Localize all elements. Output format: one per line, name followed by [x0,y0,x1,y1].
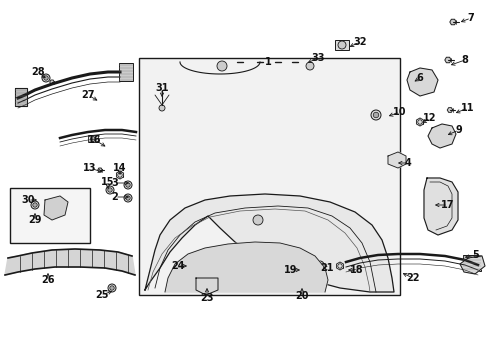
Bar [334,40,348,50]
Circle shape [107,188,112,192]
Circle shape [110,286,114,290]
Text: 3: 3 [111,178,118,188]
Circle shape [108,284,116,292]
Polygon shape [449,19,455,25]
Polygon shape [444,57,450,63]
Text: 31: 31 [155,83,168,93]
Circle shape [252,215,263,225]
Polygon shape [44,196,68,220]
Text: 32: 32 [352,37,366,47]
Circle shape [31,201,39,209]
Circle shape [337,41,346,49]
Circle shape [185,263,190,267]
Circle shape [33,203,37,207]
Text: 2: 2 [111,192,118,202]
Bar [139,58,399,295]
Text: 9: 9 [455,125,462,135]
Circle shape [159,105,164,111]
Polygon shape [406,68,437,96]
Circle shape [124,194,132,202]
Text: 17: 17 [440,200,454,210]
Polygon shape [145,194,393,292]
Circle shape [305,62,313,70]
Text: 22: 22 [406,273,419,283]
Circle shape [124,181,132,189]
Polygon shape [5,249,135,275]
Circle shape [44,76,48,80]
Bar [88,135,98,142]
Text: 14: 14 [113,163,126,173]
Text: 16: 16 [88,135,102,145]
Text: 27: 27 [81,90,95,100]
Circle shape [125,196,130,200]
Circle shape [295,278,304,286]
Text: 21: 21 [320,263,333,273]
Text: 26: 26 [41,275,55,285]
Polygon shape [387,152,405,168]
Circle shape [297,280,302,284]
Circle shape [106,186,114,194]
Circle shape [125,183,130,187]
Circle shape [292,264,301,272]
Bar [15,88,27,106]
Circle shape [372,112,378,118]
Circle shape [42,74,50,82]
Polygon shape [98,168,102,172]
Text: 25: 25 [95,290,108,300]
Text: 33: 33 [311,53,324,63]
Polygon shape [15,88,27,106]
Text: 1: 1 [264,57,271,67]
Bar [119,63,133,81]
Circle shape [183,261,192,269]
Polygon shape [447,108,452,112]
Text: 6: 6 [416,73,423,83]
Text: 24: 24 [171,261,184,271]
Text: 10: 10 [392,107,406,117]
Polygon shape [50,80,54,84]
Polygon shape [459,256,484,274]
Text: 19: 19 [284,265,297,275]
Text: 15: 15 [101,177,115,187]
Polygon shape [164,242,327,292]
Text: 18: 18 [349,265,363,275]
Text: 29: 29 [28,215,41,225]
Text: 13: 13 [83,163,97,173]
Text: 5: 5 [472,250,478,260]
Bar [10,188,90,243]
Circle shape [90,136,95,141]
Text: 23: 23 [200,293,213,303]
Circle shape [315,261,324,269]
Circle shape [370,110,380,120]
Text: 8: 8 [461,55,468,65]
Polygon shape [423,178,457,235]
Polygon shape [336,262,343,270]
Text: 7: 7 [467,13,473,23]
Circle shape [294,266,299,270]
Text: 12: 12 [423,113,436,123]
Polygon shape [196,278,218,295]
Circle shape [317,263,322,267]
Text: 20: 20 [295,291,308,301]
Text: 28: 28 [31,67,45,77]
Text: 11: 11 [460,103,474,113]
Polygon shape [427,124,455,148]
Bar [462,255,480,271]
Circle shape [217,61,226,71]
Polygon shape [116,171,123,179]
Text: 30: 30 [21,195,35,205]
Polygon shape [416,118,423,126]
Text: 4: 4 [404,158,410,168]
